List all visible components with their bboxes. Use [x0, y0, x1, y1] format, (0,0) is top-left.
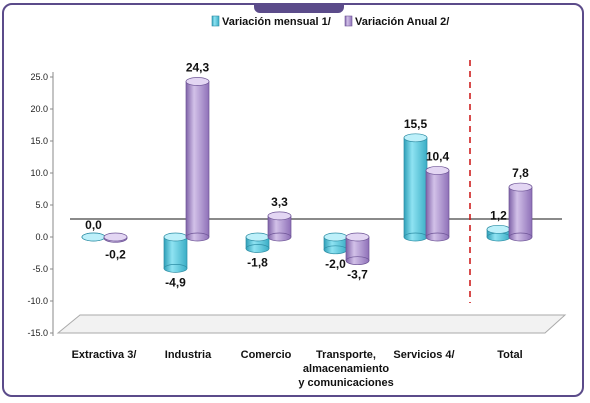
data-label: -0,2 — [105, 247, 126, 261]
category-label: Extractiva 3/ — [72, 349, 137, 361]
category-label: Transporte, — [316, 349, 376, 361]
legend-item: Variación mensual 1/ — [211, 15, 331, 28]
y-tick-label: 0.0 — [35, 232, 48, 242]
data-label: 1,2 — [490, 208, 507, 222]
y-tick-label: 10.0 — [30, 168, 48, 178]
bar-bottom — [508, 232, 533, 242]
bar-top — [163, 232, 188, 242]
chart-floor — [56, 60, 567, 334]
bar-anual — [508, 182, 533, 242]
data-label: -2,0 — [325, 257, 346, 271]
y-tick-label: 5.0 — [35, 200, 48, 210]
bar-bottom — [403, 232, 428, 242]
bar-bottom — [267, 232, 292, 242]
legend: Variación mensual 1/Variación Anual 2/ — [211, 15, 449, 28]
bars — [81, 77, 533, 273]
data-labels: 0,0 -0,2 -4,9 24,3 -1,8 3,3 -2,0-3,7 15,5 10,4 1,… — [85, 60, 529, 289]
bar-anual — [345, 232, 370, 266]
category-label: y comunicaciones — [298, 377, 393, 389]
bar-top — [185, 77, 210, 86]
floor-plane — [56, 314, 567, 334]
legend-label: Variación Anual 2/ — [355, 16, 449, 28]
bar-mensual — [81, 232, 106, 242]
legend-swatch — [211, 15, 220, 27]
bar-mensual — [163, 232, 188, 273]
bar-anual — [185, 77, 210, 242]
y-tick-label: -10.0 — [27, 296, 48, 306]
y-tick-label: -5.0 — [32, 264, 48, 274]
bar-top — [267, 211, 292, 221]
y-tick-label: 20.0 — [30, 104, 48, 114]
bar-top — [508, 182, 533, 192]
y-axis: 25.0 20.0 15.0 10.0 5.0 0.0 -5.0 -10.0 -15.0 — [27, 72, 54, 338]
data-label: 7,8 — [512, 166, 529, 180]
category-label: Servicios 4/ — [393, 349, 454, 361]
data-label: 24,3 — [186, 60, 210, 74]
bar-anual — [267, 211, 292, 242]
data-label: 10,4 — [426, 149, 450, 163]
y-tick-label: -15.0 — [27, 328, 48, 338]
legend-swatch — [344, 15, 353, 27]
bar-top — [345, 232, 370, 242]
category-label: almacenamiento — [303, 363, 389, 375]
bar-top — [425, 166, 450, 175]
data-label: 15,5 — [404, 117, 428, 131]
legend-label: Variación mensual 1/ — [222, 16, 331, 28]
bar-top — [103, 232, 128, 242]
frame-top-tab — [254, 3, 344, 13]
bar-body — [425, 170, 450, 238]
bar-body — [163, 236, 188, 269]
bar-mensual — [403, 133, 428, 242]
bar-bottom — [425, 232, 450, 242]
bar-top — [81, 232, 106, 242]
data-label: -3,7 — [347, 268, 368, 282]
bar-bottom — [323, 245, 348, 255]
bar-body — [185, 81, 210, 238]
bar-bottom — [486, 232, 511, 242]
bar-top — [403, 133, 428, 143]
data-label: 0,0 — [85, 218, 102, 232]
category-label: Industria — [165, 349, 212, 361]
data-label: -1,8 — [247, 256, 268, 270]
bar-top — [323, 232, 348, 242]
bar-body — [508, 186, 533, 238]
bar-anual — [103, 232, 128, 243]
bar-bottom — [163, 264, 188, 273]
category-labels: Extractiva 3/Industria Comercio Transporte… — [72, 349, 523, 389]
bar-mensual — [245, 232, 270, 253]
bar-bottom — [185, 232, 210, 242]
y-tick-label: 25.0 — [30, 72, 48, 82]
bar-top — [486, 224, 511, 234]
bar-anual — [425, 166, 450, 242]
bar-bottom — [245, 244, 270, 253]
legend-item: Variación Anual 2/ — [344, 15, 449, 28]
bar-body — [403, 137, 428, 238]
y-tick-label: 15.0 — [30, 136, 48, 146]
data-label: 3,3 — [271, 195, 288, 209]
bar-bottom — [345, 256, 370, 266]
category-label: Total — [497, 349, 522, 361]
bar-top — [245, 232, 270, 242]
category-label: Comercio — [241, 349, 292, 361]
data-label: -4,9 — [165, 275, 186, 289]
bar-mensual — [486, 224, 511, 242]
bar-mensual — [323, 232, 348, 255]
